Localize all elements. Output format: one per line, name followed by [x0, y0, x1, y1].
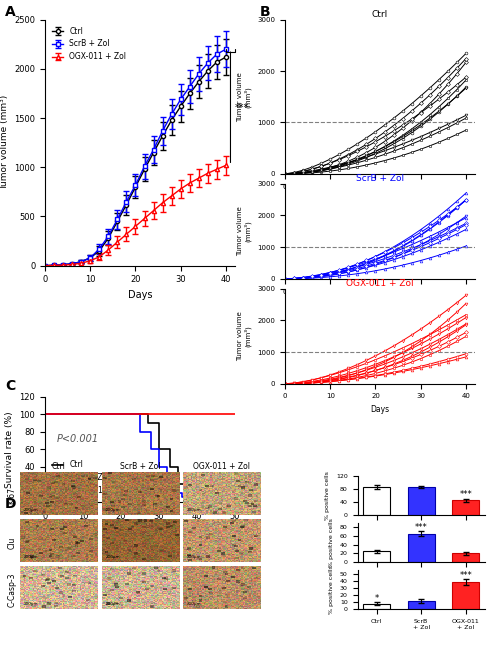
Ctrl	[156, 419, 162, 427]
Y-axis label: % positive cells: % positive cells	[330, 518, 334, 567]
Line: Ctrl: Ctrl	[45, 415, 235, 502]
Title: Ctrl: Ctrl	[372, 10, 388, 19]
X-axis label: Days: Days	[370, 195, 390, 204]
Bar	[364, 487, 390, 515]
ScrB + ZOL	[232, 498, 238, 506]
ScrB + ZOL	[164, 463, 170, 471]
Bar	[452, 500, 479, 515]
Ctrl	[190, 498, 196, 506]
Bar	[364, 604, 390, 609]
Text: 200μm: 200μm	[24, 555, 38, 559]
Y-axis label: Tumor volume (mm³): Tumor volume (mm³)	[0, 95, 8, 190]
Ctrl	[42, 411, 48, 419]
ScrB + ZOL	[156, 463, 162, 471]
Text: 200μm: 200μm	[106, 508, 120, 512]
Y-axis label: Tumor volume
(mm³): Tumor volume (mm³)	[237, 207, 252, 256]
ScrB + ZOL	[156, 445, 162, 453]
Title: Ctrl: Ctrl	[52, 462, 66, 471]
Y-axis label: % positive cells: % positive cells	[326, 471, 330, 520]
Ctrl	[182, 489, 188, 497]
Bar	[452, 583, 479, 609]
Title: ScrB + Zol: ScrB + Zol	[356, 174, 404, 183]
Title: OGX-011 + Zol: OGX-011 + Zol	[346, 279, 414, 288]
Text: 200μm: 200μm	[24, 602, 38, 606]
Ctrl	[232, 498, 238, 506]
Text: Clu: Clu	[8, 537, 16, 549]
Text: C-Casp-3: C-Casp-3	[8, 573, 16, 607]
Text: A: A	[5, 5, 16, 20]
ScrB + ZOL	[148, 428, 154, 436]
ScrB + ZOL	[179, 489, 185, 497]
Line: ScrB + ZOL: ScrB + ZOL	[45, 415, 235, 502]
X-axis label: Days: Days	[128, 290, 152, 300]
Bar	[408, 487, 434, 515]
Text: ***: ***	[460, 490, 472, 499]
Text: B: B	[260, 5, 270, 20]
Text: ***: ***	[235, 103, 249, 113]
ScrB + ZOL	[186, 498, 192, 506]
ScrB + ZOL	[164, 480, 170, 488]
X-axis label: Days: Days	[370, 405, 390, 414]
Bar	[408, 534, 434, 562]
Ctrl	[190, 489, 196, 497]
Ctrl	[175, 463, 181, 471]
Bar	[364, 551, 390, 562]
Legend: Ctrl, ScrB + ZOL, OGX-011 + ZOL: Ctrl, ScrB + ZOL, OGX-011 + ZOL	[49, 457, 133, 498]
X-axis label: Days: Days	[128, 526, 152, 536]
Text: ***: ***	[460, 571, 472, 580]
ScrB + ZOL	[186, 493, 192, 501]
X-axis label: Days: Days	[370, 300, 390, 309]
Ctrl	[156, 445, 162, 453]
Ctrl	[182, 480, 188, 488]
Y-axis label: Survival rate (%): Survival rate (%)	[5, 411, 14, 487]
Text: *: *	[374, 594, 379, 603]
Text: Ki67: Ki67	[8, 487, 16, 504]
Ctrl	[144, 419, 150, 427]
ScrB + ZOL	[148, 445, 154, 453]
Y-axis label: % positive cells: % positive cells	[330, 565, 334, 614]
Text: 200μm: 200μm	[24, 508, 38, 512]
ScrB + ZOL	[171, 489, 177, 497]
Ctrl	[144, 411, 150, 419]
Text: 200μm: 200μm	[106, 602, 120, 606]
Title: OGX-011 + Zol: OGX-011 + Zol	[193, 462, 250, 471]
Text: 200μm: 200μm	[187, 555, 202, 559]
Text: C: C	[5, 379, 15, 394]
Text: 200μm: 200μm	[187, 602, 202, 606]
Legend: Ctrl, ScrB + Zol, OGX-011 + Zol: Ctrl, ScrB + Zol, OGX-011 + Zol	[49, 24, 130, 64]
Text: ***: ***	[415, 523, 428, 531]
ScrB + ZOL	[171, 480, 177, 488]
Text: P<0.001: P<0.001	[56, 434, 98, 444]
Bar	[452, 554, 479, 562]
Text: 200μm: 200μm	[106, 555, 120, 559]
ScrB + ZOL	[137, 411, 143, 419]
Ctrl	[168, 445, 173, 453]
Title: ScrB + Zol: ScrB + Zol	[120, 462, 160, 471]
ScrB + ZOL	[42, 411, 48, 419]
Y-axis label: Tumor volume
(mm³): Tumor volume (mm³)	[237, 72, 252, 121]
Ctrl	[168, 463, 173, 471]
Y-axis label: Tumor volume
(mm³): Tumor volume (mm³)	[237, 312, 252, 361]
Ctrl	[175, 480, 181, 488]
Text: D: D	[5, 497, 16, 512]
ScrB + ZOL	[137, 428, 143, 436]
Text: 200μm: 200μm	[187, 508, 202, 512]
Bar	[408, 601, 434, 609]
ScrB + ZOL	[179, 493, 185, 501]
